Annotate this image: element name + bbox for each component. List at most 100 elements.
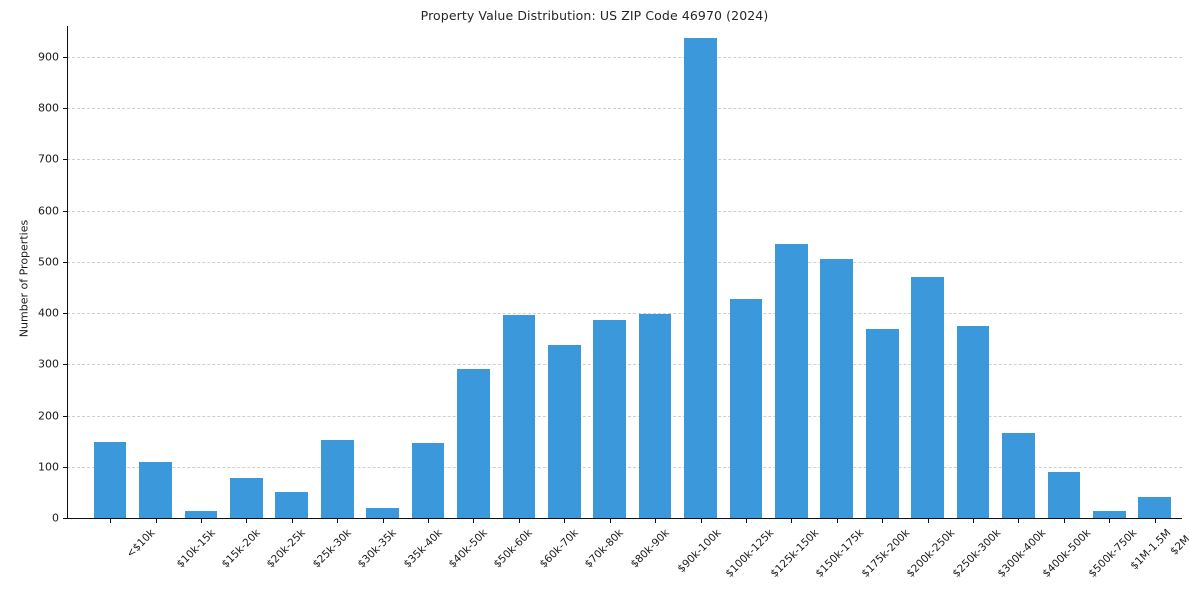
bar [275,492,309,518]
gridline [67,159,1182,161]
y-tick-mark [63,364,67,366]
x-tick-mark [745,518,747,523]
x-tick-label: <$10k [124,527,158,561]
bar [729,298,763,518]
bar [593,319,627,518]
x-tick-label: $60k-70k [537,527,581,571]
gridline [67,56,1182,58]
x-tick-mark [382,518,384,523]
x-tick-label: $500k-750k [1086,527,1140,580]
y-tick-label: 800 [38,101,59,115]
x-tick-mark [246,518,248,523]
x-tick-mark [473,518,475,523]
y-tick-label: 900 [38,50,59,64]
x-tick-label: $20k-25k [264,527,309,571]
x-tick-mark [700,518,702,523]
bar [93,442,127,518]
bar [1092,511,1126,518]
y-tick-mark [63,466,67,468]
bar [865,329,899,518]
plot-area [67,26,1182,518]
x-tick-mark [337,518,339,523]
x-tick-mark [882,518,884,523]
x-tick-mark [1018,518,1020,523]
x-tick-mark [973,518,975,523]
bar [684,38,717,518]
x-tick-label: $35k-40k [401,527,445,571]
x-tick-label: $80k-90k [628,527,672,571]
bar [184,510,218,518]
y-tick-label: 200 [38,409,59,422]
bar [911,276,944,518]
y-axis-line [67,26,68,518]
x-tick-label: $25k-30k [310,527,354,571]
bar [230,477,263,518]
y-tick-mark [63,415,67,417]
x-tick-label: $70k-80k [582,527,627,571]
bar [956,326,990,518]
bar [1138,497,1172,518]
gridline [67,261,1182,263]
y-tick-mark [63,159,67,161]
y-axis-label: Number of Properties [17,219,31,338]
x-tick-mark [927,518,929,523]
y-tick-label: 100 [38,460,59,474]
x-tick-mark [609,518,611,523]
x-tick-mark [200,518,202,523]
y-tick-label: 300 [38,357,59,371]
x-tick-mark [1063,518,1065,523]
y-tick-mark [63,313,67,314]
gridline [67,313,1182,314]
x-tick-mark [518,518,520,523]
y-axis-ticks: Number of Properties 0 100 200 300 400 500 600… [0,26,67,525]
y-tick-label: 600 [38,204,59,217]
x-axis-ticks: <$10k $10k-15k $15k-20k $20k-25k $25k-30k $30… [67,518,1189,590]
bar [1047,472,1081,518]
x-tick-label: $2M+ [1167,527,1189,558]
x-tick-label: $40k-50k [446,527,490,571]
x-tick-label: $30k-35k [355,527,400,571]
x-tick-mark [1109,518,1111,523]
bar [775,244,808,518]
x-tick-mark [155,518,157,523]
x-tick-mark [1154,518,1156,523]
y-tick-label: 0 [52,511,59,525]
bar [457,369,490,518]
bar [638,313,672,518]
x-tick-label: $250k-300k [950,527,1003,580]
x-tick-label: $100k-125k [722,527,776,580]
x-tick-label: $15k-20k [219,527,263,571]
y-tick-mark [63,261,67,263]
y-tick-label: 500 [38,255,59,269]
chart-title: Property Value Distribution: US ZIP Code… [420,8,769,23]
y-tick-mark [63,210,67,212]
bar [502,315,536,518]
bar [366,507,399,518]
gridline [67,210,1182,212]
x-tick-label: $50k-60k [491,527,536,571]
bar [1002,432,1035,518]
x-tick-mark [110,518,112,523]
x-tick-mark [791,518,793,523]
bar [411,443,445,518]
bar [139,462,172,518]
y-tick-label: 400 [38,306,59,320]
y-tick-mark [63,108,67,109]
x-tick-mark [655,518,657,523]
bars-layer [67,26,1182,518]
y-tick-label: 700 [38,152,59,166]
x-tick-mark [291,518,293,523]
x-tick-mark [836,518,838,523]
y-tick-mark [63,56,67,58]
x-axis-line [67,518,1182,519]
gridline [67,108,1182,109]
x-tick-mark [564,518,566,523]
x-tick-label: $90k-100k [675,527,724,576]
bar [820,259,854,518]
y-tick-mark [63,518,67,519]
x-tick-label: $10k-15k [174,527,218,571]
bar [320,440,354,518]
bar [547,344,581,518]
x-tick-mark [428,518,430,523]
